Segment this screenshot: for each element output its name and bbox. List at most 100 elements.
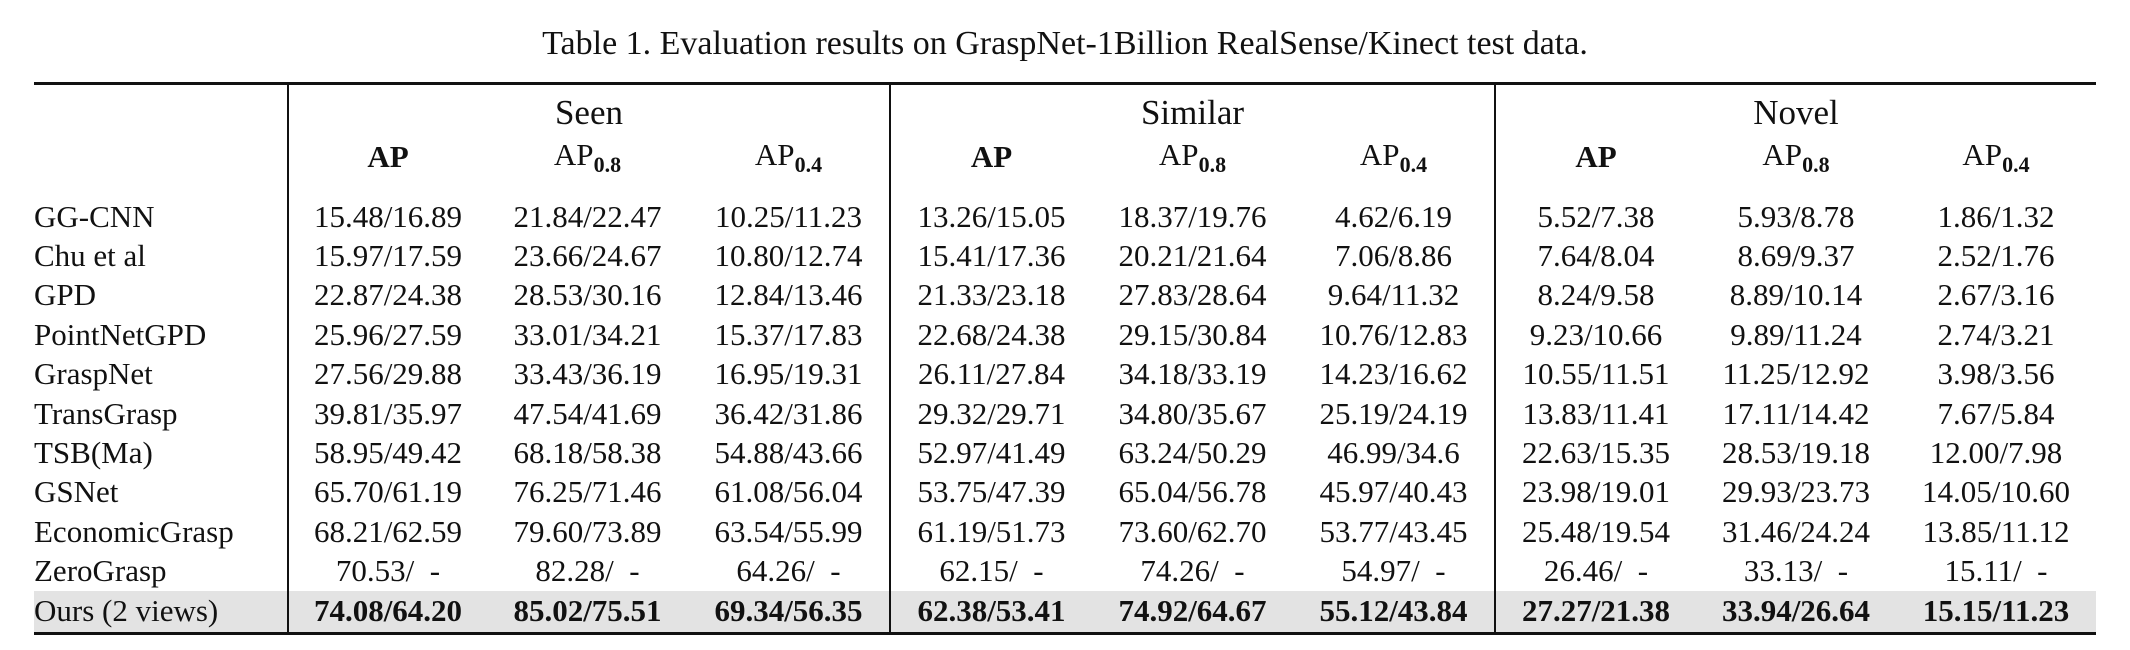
result-cell: 9.64/11.32 (1327, 277, 1460, 313)
result-cell: 2.74/3.21 (1937, 316, 2055, 352)
table-row: PointNetGPD 25.96/27.59 33.01/34.21 15.37/1… (34, 315, 2096, 355)
result-cell: 61.19/51.73 (889, 512, 1092, 552)
result-cell: 14.05/10.60 (1921, 474, 2071, 510)
result-cell: 22.87/24.38 (287, 275, 487, 316)
metric-label: AP (1762, 136, 1803, 172)
result-cell: 25.96/27.59 (287, 315, 487, 355)
metric-label: AP (1158, 136, 1199, 172)
top-rule (34, 82, 2096, 86)
result-cell: 33.13/ - (1743, 553, 1849, 589)
method-name: GSNet (34, 474, 119, 510)
result-cell: 7.64/8.04 (1494, 236, 1696, 276)
result-cell: 13.83/11.41 (1494, 393, 1696, 434)
table-row: TSB(Ma) 58.95/49.42 68.18/58.38 54.88/43.66… (34, 433, 2096, 473)
method-name: EconomicGrasp (34, 513, 234, 549)
metric-label: AP (1359, 136, 1400, 172)
method-name: GPD (34, 277, 97, 313)
result-cell: 27.83/28.64 (1118, 277, 1267, 313)
method-name: GG-CNN (34, 198, 155, 234)
group-header-row: Seen Similar Novel (34, 85, 2096, 133)
table-row: GSNet 65.70/61.19 76.25/71.46 61.08/56.04 53… (34, 472, 2096, 513)
result-cell: 74.08/64.20 (287, 590, 487, 634)
result-cell: 54.97/ - (1341, 553, 1446, 589)
result-cell: 7.67/5.84 (1937, 395, 2055, 431)
bottom-rule (34, 632, 2096, 636)
result-cell: 11.25/12.92 (1722, 356, 1870, 392)
result-cell: 58.95/49.42 (287, 433, 487, 473)
table-row-ours: Ours (2 views) 74.08/64.20 85.02/75.51 69.3… (34, 590, 2096, 634)
result-cell: 10.76/12.83 (1319, 316, 1468, 352)
metric-subscript: 0.8 (1802, 151, 1830, 177)
result-cell: 23.98/19.01 (1494, 472, 1696, 513)
table-row: EconomicGrasp 68.21/62.59 79.60/73.89 63.54… (34, 512, 2096, 552)
table-row: GG-CNN 15.48/16.89 21.84/22.47 10.25/11.23 1… (34, 197, 2096, 237)
result-cell: 54.88/43.66 (714, 435, 863, 471)
result-cell: 25.48/19.54 (1494, 512, 1696, 552)
result-cell: 47.54/41.69 (513, 395, 662, 431)
result-cell: 21.33/23.18 (889, 275, 1092, 316)
result-cell: 2.52/1.76 (1937, 238, 2055, 274)
table-row: TransGrasp 39.81/35.97 47.54/41.69 36.42/31… (34, 393, 2096, 434)
result-cell: 1.86/1.32 (1937, 198, 2055, 234)
result-cell: 53.75/47.39 (889, 472, 1092, 513)
result-cell: 13.85/11.12 (1922, 513, 2070, 549)
result-cell: 12.00/7.98 (1929, 435, 2063, 471)
metric-subscript: 0.4 (794, 151, 823, 177)
result-cell: 53.77/43.45 (1319, 513, 1468, 549)
result-cell: 20.21/21.64 (1118, 238, 1267, 274)
result-cell: 33.01/34.21 (513, 316, 662, 352)
result-cell: 62.15/ - (889, 551, 1092, 591)
result-cell: 33.43/36.19 (513, 356, 662, 392)
metric-subscript: 0.8 (593, 151, 622, 177)
result-cell: 21.84/22.47 (513, 198, 662, 234)
table-row: GraspNet 27.56/29.88 33.43/36.19 16.95/19.3… (34, 354, 2096, 394)
result-cell: 61.08/56.04 (714, 474, 863, 510)
result-cell: 12.84/13.46 (714, 277, 863, 313)
result-cell: 85.02/75.51 (487, 590, 688, 634)
result-cell: 26.46/ - (1494, 551, 1696, 591)
metric-header-seen-ap08: AP0.8 (487, 133, 688, 181)
result-cell: 65.04/56.78 (1118, 474, 1267, 510)
table-row: ZeroGrasp 70.53/ - 82.28/ - 64.26/ - 62.15/ … (34, 551, 2096, 591)
result-cell: 4.62/6.19 (1334, 198, 1453, 234)
result-cell: 18.37/19.76 (1118, 198, 1267, 234)
metric-subscript: 0.4 (1399, 151, 1428, 177)
result-cell: 9.89/11.24 (1730, 316, 1862, 352)
result-cell: 15.41/17.36 (889, 236, 1092, 276)
result-cell: 28.53/19.18 (1721, 435, 1871, 471)
result-cell: 73.60/62.70 (1118, 513, 1267, 549)
result-cell: 15.97/17.59 (287, 236, 487, 276)
result-cell: 34.80/35.67 (1118, 395, 1267, 431)
result-cell: 14.23/16.62 (1319, 356, 1468, 392)
result-cell: 7.06/8.86 (1334, 238, 1453, 274)
result-cell: 39.81/35.97 (287, 393, 487, 434)
metric-header-novel-ap: AP (1494, 133, 1696, 181)
result-cell: 74.26/ - (1140, 553, 1245, 589)
metric-header-novel-ap08: AP0.8 (1696, 133, 1896, 181)
result-cell: 10.25/11.23 (715, 198, 862, 234)
corner-cell (34, 133, 288, 181)
result-cell: 36.42/31.86 (714, 395, 863, 431)
result-cell: 26.11/27.84 (889, 354, 1092, 394)
result-cell: 16.95/19.31 (714, 356, 863, 392)
metric-header-row: AP AP0.8 AP0.4 AP AP0.8 AP0.4 AP AP0.8 AP0.4 (34, 133, 2096, 181)
metric-header-similar-ap: AP (889, 133, 1092, 181)
result-cell: 29.15/30.84 (1118, 316, 1267, 352)
result-cell: 10.55/11.51 (1494, 354, 1696, 394)
result-cell: 5.52/7.38 (1494, 197, 1696, 237)
result-cell: 63.24/50.29 (1118, 435, 1267, 471)
metric-label: AP (553, 136, 594, 172)
result-cell: 8.69/9.37 (1737, 238, 1855, 274)
result-cell: 2.67/3.16 (1937, 277, 2055, 313)
method-name: PointNetGPD (34, 316, 207, 352)
result-cell: 13.26/15.05 (889, 197, 1092, 237)
result-cell: 34.18/33.19 (1118, 356, 1267, 392)
result-cell: 33.94/26.64 (1696, 590, 1896, 634)
table-caption: Table 1. Evaluation results on GraspNet-… (542, 25, 1588, 62)
result-cell: 70.53/ - (287, 551, 487, 591)
metric-header-similar-ap08: AP0.8 (1092, 133, 1293, 181)
table-row: GPD 22.87/24.38 28.53/30.16 12.84/13.46 21.3… (34, 275, 2096, 316)
result-cell: 3.98/3.56 (1937, 356, 2055, 392)
result-cell: 45.97/40.43 (1319, 474, 1468, 510)
method-name: Chu et al (34, 238, 146, 274)
